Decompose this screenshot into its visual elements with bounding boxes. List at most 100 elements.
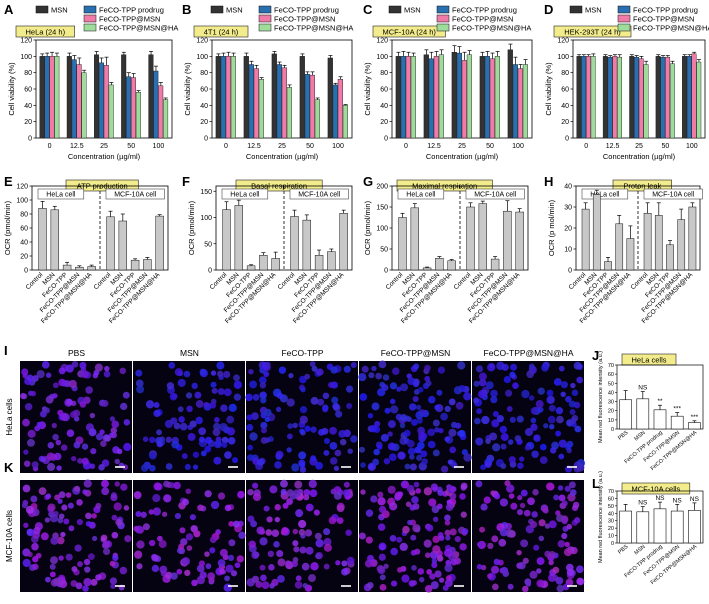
cell-nucleus	[400, 480, 409, 489]
y-tick-label-e: 80	[20, 212, 28, 219]
cell-nucleus	[204, 551, 210, 557]
y-tick-label-a: 0	[28, 136, 32, 143]
cell-nucleus	[238, 531, 246, 539]
bar-b	[225, 56, 231, 139]
cell-line-tag-a: HeLa (24 h)	[25, 28, 65, 37]
cell-nucleus	[259, 564, 266, 571]
y-tick-label-g: 150	[376, 205, 388, 212]
cell-nucleus	[383, 458, 391, 465]
bar-a	[148, 54, 154, 139]
bar-d	[590, 56, 596, 139]
cell-nucleus	[54, 494, 61, 501]
legend-swatch-a	[35, 5, 49, 14]
cell-nucleus	[179, 422, 188, 431]
cell-nucleus	[410, 418, 418, 426]
cell-nucleus	[300, 386, 306, 393]
cell-nucleus	[564, 485, 571, 492]
cell-nucleus	[110, 431, 117, 439]
cell-nucleus	[246, 423, 254, 432]
cell-nucleus	[345, 385, 354, 393]
cell-nucleus	[490, 490, 496, 496]
cell-nucleus	[498, 538, 507, 547]
bar-d	[655, 56, 661, 139]
cell-nucleus	[210, 500, 220, 510]
cell-nucleus	[565, 395, 572, 403]
cell-nucleus	[170, 417, 178, 425]
cell-nucleus	[304, 425, 311, 432]
cell-nucleus	[292, 422, 298, 429]
cell-nucleus	[336, 517, 344, 525]
bar-c	[451, 52, 457, 139]
cell-nucleus	[506, 406, 513, 412]
cell-nucleus	[80, 370, 89, 379]
bar-g	[398, 217, 407, 271]
y-tick-label-f: 100	[200, 215, 212, 222]
cell-nucleus	[360, 489, 366, 495]
bar-h	[666, 244, 674, 271]
cell-nucleus	[410, 534, 417, 541]
cell-nucleus	[389, 535, 397, 542]
x-tick-label-d: 12.5	[606, 143, 620, 150]
cell-nucleus	[122, 391, 130, 399]
x-tick-label-c: 50	[486, 143, 494, 150]
cell-nucleus	[148, 539, 156, 547]
bar-e	[75, 266, 84, 271]
micrograph-row-label: HeLa cells	[5, 398, 14, 435]
cell-nucleus	[249, 432, 258, 441]
cell-nucleus	[367, 413, 374, 419]
significance-label-l: NS	[638, 500, 648, 507]
cell-nucleus	[378, 542, 387, 551]
cell-nucleus	[576, 565, 584, 574]
cell-line-tag-d-box	[553, 25, 632, 38]
y-tick-label-e: 0	[24, 268, 28, 275]
bar-a	[103, 65, 109, 139]
y-tick-label-e: 20	[20, 254, 28, 261]
cell-nucleus	[70, 580, 78, 587]
cell-nucleus	[73, 485, 81, 492]
legend-entry-b: FeCO-TPP prodrug	[274, 6, 339, 15]
cell-nucleus	[423, 539, 432, 548]
cell-nucleus	[251, 575, 260, 583]
bar-l	[670, 510, 684, 544]
cell-nucleus	[322, 392, 330, 400]
cell-nucleus	[280, 479, 288, 488]
cell-nucleus	[223, 583, 232, 592]
cell-nucleus	[438, 427, 444, 434]
y-tick-label-h: 30	[564, 205, 572, 212]
cell-nucleus	[276, 550, 284, 558]
group-label-e: MCF-10A cell	[114, 192, 156, 199]
cell-nucleus	[402, 525, 410, 534]
cell-nucleus	[571, 389, 579, 397]
cell-nucleus	[315, 539, 324, 548]
cell-nucleus	[332, 402, 340, 410]
cell-nucleus	[368, 463, 374, 470]
cell-nucleus	[298, 451, 307, 460]
panel-letter-k: K	[4, 460, 14, 475]
cell-nucleus	[209, 536, 217, 544]
cell-nucleus	[317, 398, 325, 406]
cell-nucleus	[338, 430, 347, 438]
cell-nucleus	[449, 528, 457, 536]
cell-nucleus	[60, 444, 68, 451]
cell-nucleus	[50, 556, 59, 565]
cell-nucleus	[181, 453, 188, 460]
cell-nucleus	[81, 443, 89, 450]
cell-nucleus	[185, 392, 193, 399]
cell-nucleus	[490, 396, 498, 404]
cell-nucleus	[82, 489, 88, 495]
group-label-g: MCF-10A cell	[474, 192, 516, 199]
cell-nucleus	[432, 449, 440, 457]
bar-d	[607, 56, 613, 139]
bar-h	[677, 219, 686, 271]
cell-nucleus	[475, 480, 483, 488]
cell-nucleus	[358, 373, 367, 382]
cell-nucleus	[463, 392, 472, 401]
cell-nucleus	[553, 494, 560, 501]
cell-nucleus	[569, 417, 577, 425]
cell-nucleus	[381, 384, 389, 392]
assay-tag-h-box	[612, 179, 672, 192]
cell-nucleus	[323, 438, 330, 445]
cell-nucleus	[43, 407, 50, 414]
cell-nucleus	[186, 545, 193, 551]
panel-letter-f: F	[182, 174, 190, 189]
